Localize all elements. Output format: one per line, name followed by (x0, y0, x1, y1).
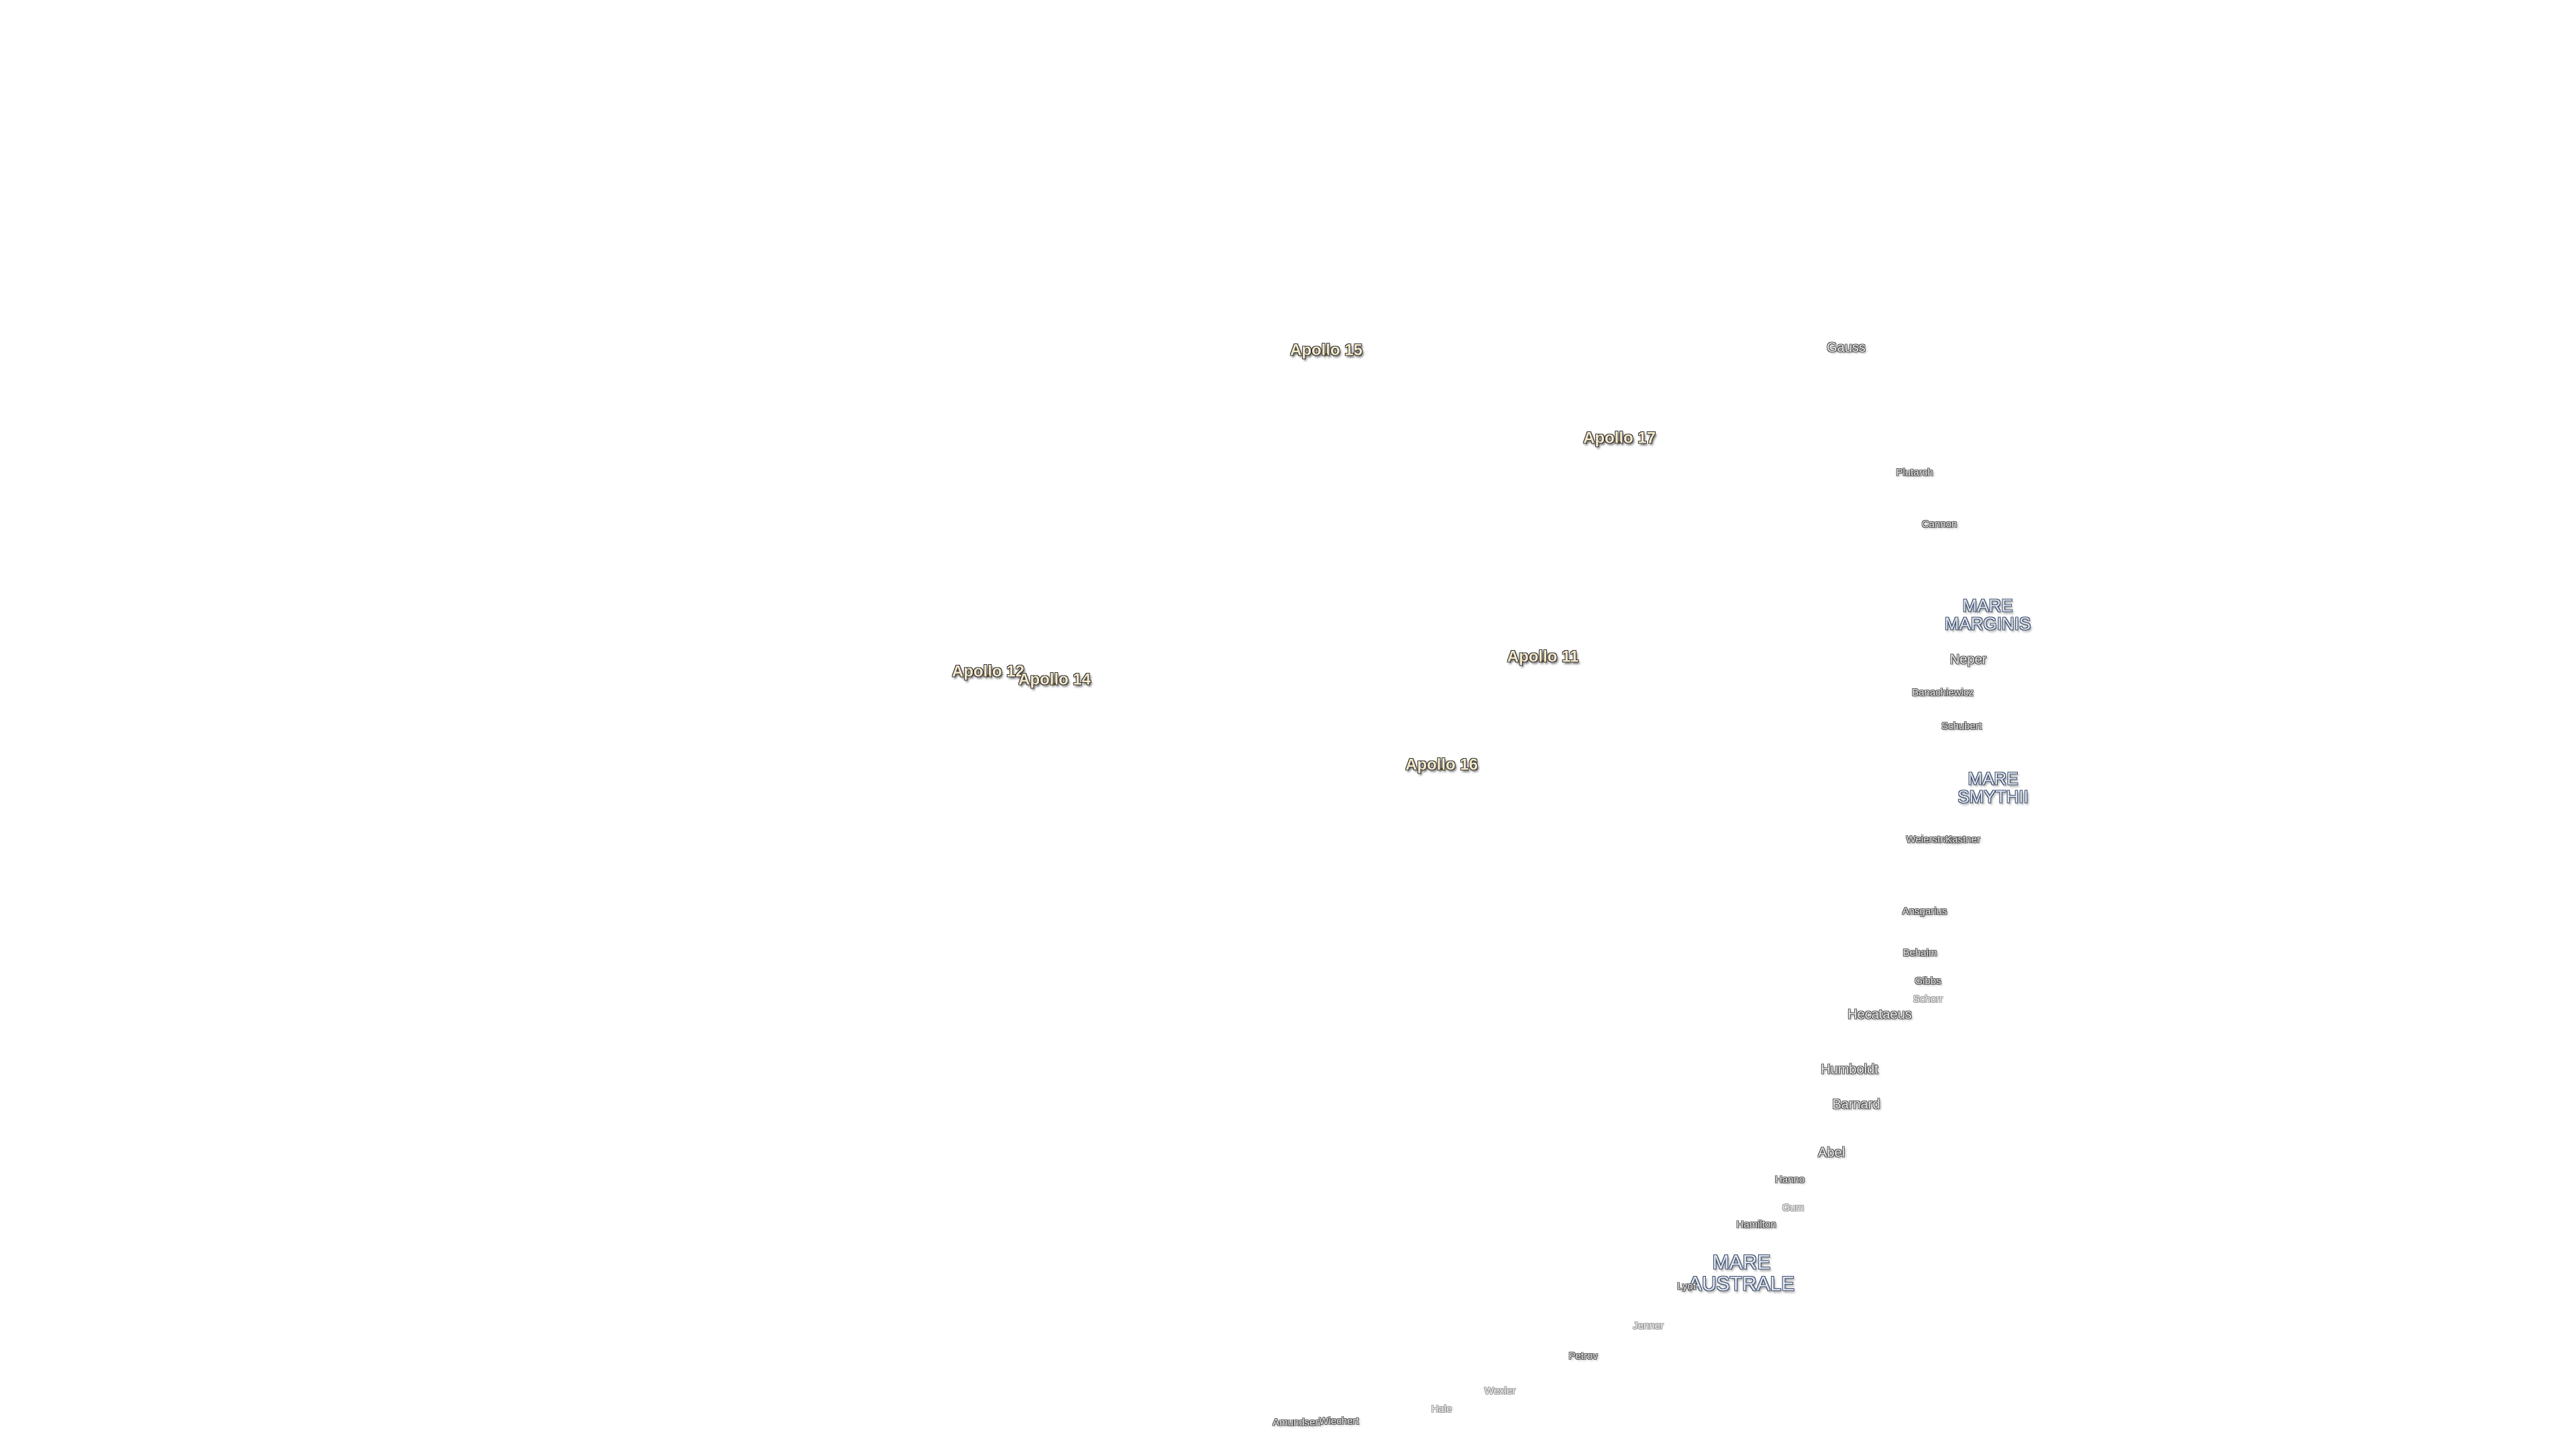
crater-label: Gauss (1827, 340, 1866, 356)
crater-label: Barnard (1832, 1097, 1880, 1112)
mare-label-line: MARE (1968, 768, 2019, 789)
mission-label: Apollo 11 (1507, 647, 1579, 666)
mare-label-line: MARE (1712, 1251, 1771, 1274)
crater-label: Humboldt (1821, 1062, 1878, 1077)
crater-label: Jenner (1633, 1320, 1664, 1332)
crater-label: Hanno (1774, 1174, 1805, 1186)
mission-label: Apollo 12 (951, 662, 1025, 681)
crater-label: Neper (1949, 652, 1987, 667)
mare-label: MARE SMYTHII (1957, 768, 2029, 807)
crater-label: Gum (1782, 1202, 1805, 1214)
crater-label: Hecataeus (1847, 1007, 1912, 1022)
mare-label-line: AUSTRALE (1688, 1273, 1795, 1295)
crater-label: Abel (1817, 1145, 1845, 1161)
crater-label: Banachiewicz (1912, 687, 1974, 699)
mare-label-line: SMYTHII (1957, 787, 2029, 807)
crater-label: Plutarch (1896, 467, 1933, 479)
crater-label: Kastner (1945, 834, 1980, 846)
crater-label: Petrov (1568, 1350, 1598, 1362)
mare-label-line: MARGINIS (1944, 614, 2031, 634)
crater-label: Wiechert (1319, 1415, 1359, 1428)
mare-label: MARE MARGINIS (1944, 595, 2031, 634)
mission-label: Apollo 17 (1582, 429, 1656, 447)
mission-label: Apollo 16 (1405, 755, 1479, 774)
crater-label: Behaim (1902, 947, 1937, 959)
crater-label: Ansgarius (1902, 906, 1947, 918)
mission-label: Apollo 14 (1018, 670, 1091, 689)
crater-label: Lyot (1677, 1281, 1696, 1293)
crater-label: Hale (1431, 1403, 1452, 1415)
crater-label: Cannon (1921, 519, 1957, 531)
crater-label: Schorr (1913, 994, 1943, 1006)
crater-label: Wexler (1484, 1385, 1516, 1397)
mare-label: MARE AUSTRALE (1688, 1252, 1794, 1295)
crater-label: Schubert (1941, 720, 1982, 733)
crater-label: Weierstrass (1906, 834, 1960, 846)
crater-label: Gibbs (1915, 975, 1941, 987)
mare-label-line: MARE (1962, 595, 2013, 616)
crater-label: Amundsen (1273, 1417, 1321, 1429)
crater-label: Hamilton (1736, 1219, 1776, 1231)
mission-label: Apollo 15 (1289, 341, 1363, 360)
